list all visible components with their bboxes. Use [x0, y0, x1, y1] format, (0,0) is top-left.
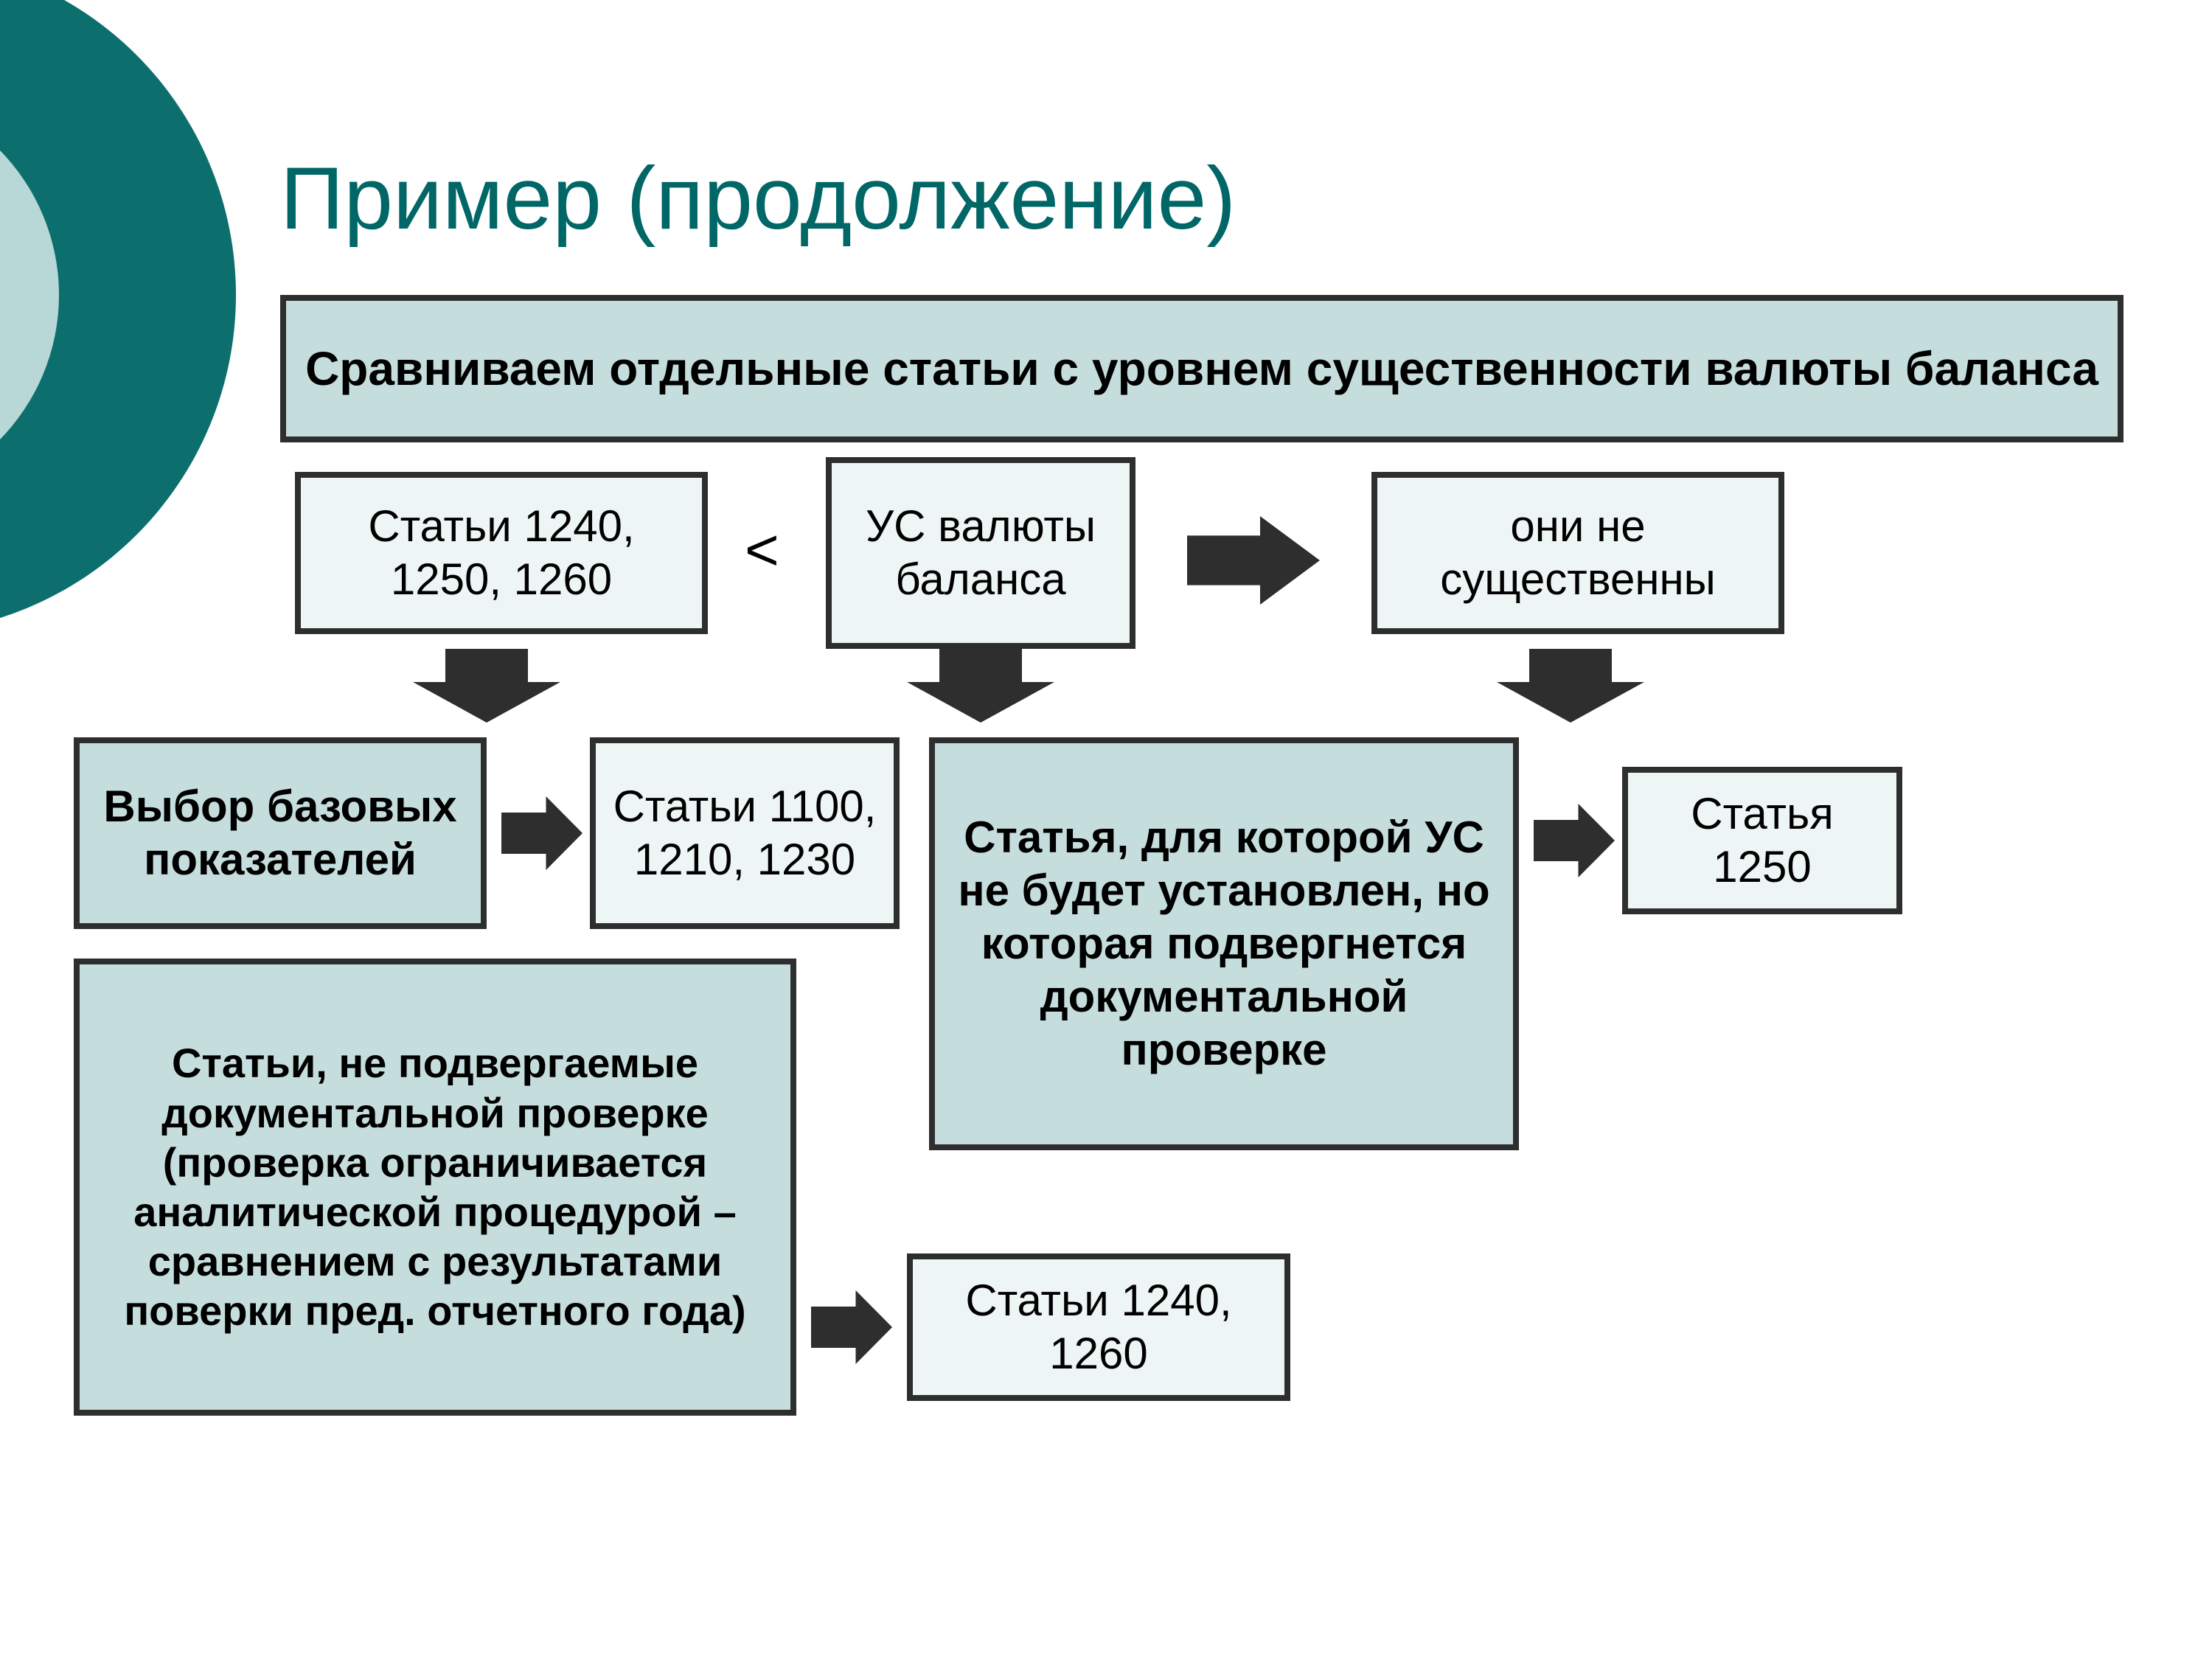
box-us-currency: УС валюты баланса	[826, 457, 1135, 649]
box-articles-1240-1260: Статьи 1240, 1260	[907, 1253, 1290, 1401]
box-not-material: они не существенны	[1371, 472, 1784, 634]
box-article-us-not-set: Статья, для которой УС не будет установл…	[929, 737, 1519, 1150]
box-articles-1240-1250-1260: Статьи 1240, 1250, 1260	[295, 472, 708, 634]
arrow-down-icon	[413, 649, 560, 723]
box-article-1250: Статья 1250	[1622, 767, 1902, 914]
arrow-right-icon	[811, 1290, 892, 1364]
arrow-down-icon	[907, 649, 1054, 723]
arrow-down-icon	[1497, 649, 1644, 723]
box-articles-1100-1210-1230: Статьи 1100, 1210, 1230	[590, 737, 900, 929]
arrow-right-icon	[501, 796, 582, 870]
arrow-right-icon	[1534, 804, 1615, 877]
box-top-banner: Сравниваем отдельные статьи с уровнем су…	[280, 295, 2124, 442]
box-articles-not-checked: Статьи, не подвергаемые документальной п…	[74, 959, 796, 1416]
less-than-symbol: <	[745, 516, 779, 584]
page-title: Пример (продолжение)	[280, 147, 1236, 249]
box-base-indicators: Выбор базовых показателей	[74, 737, 487, 929]
arrow-right-icon	[1187, 516, 1320, 605]
